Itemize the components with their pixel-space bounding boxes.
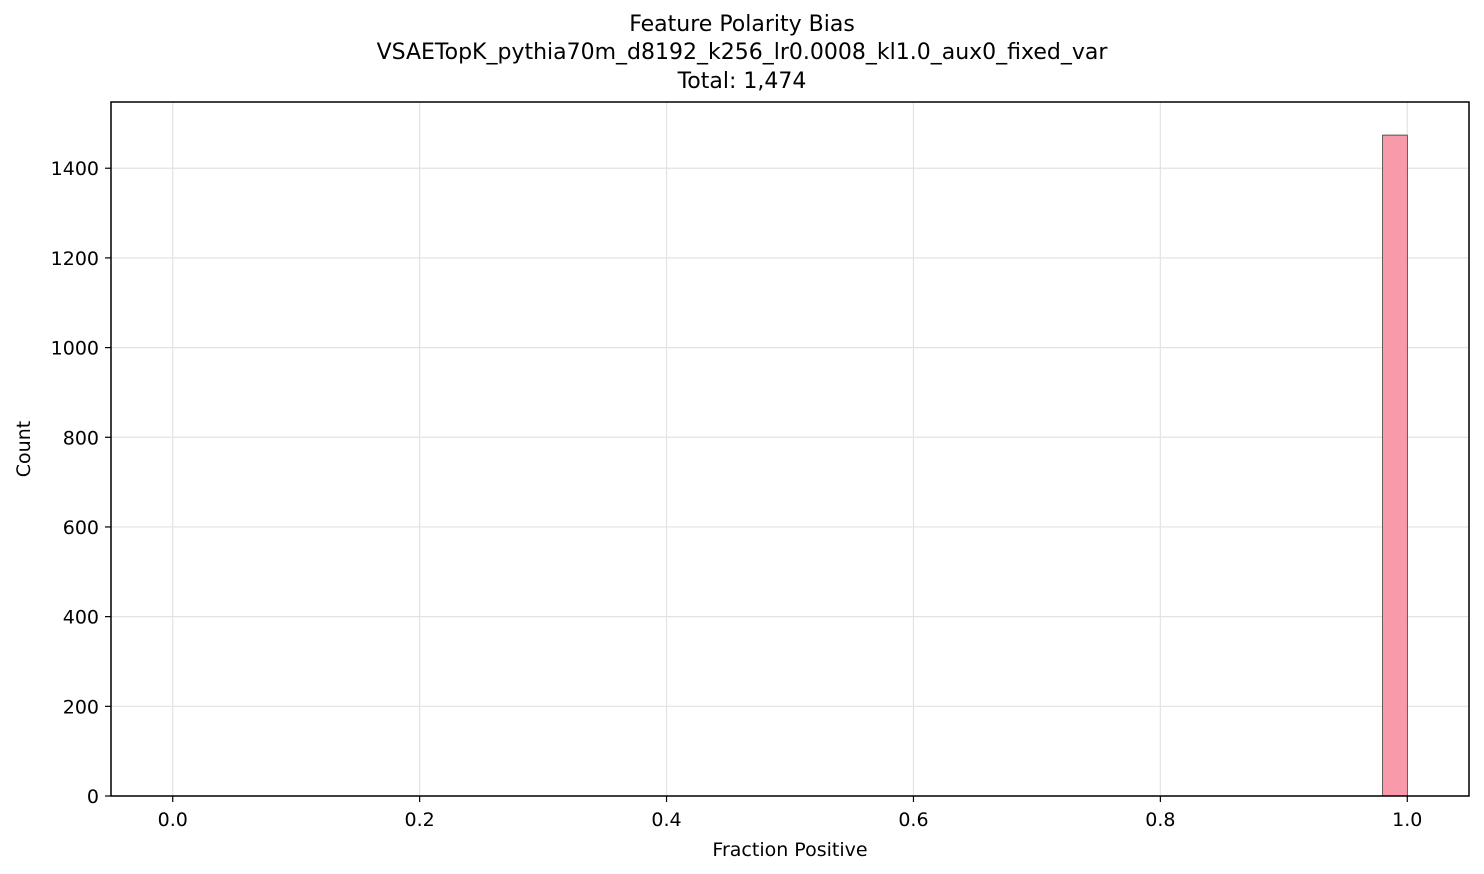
x-tick-label: 0.8 — [1145, 809, 1175, 831]
y-tick-label: 1000 — [51, 338, 99, 360]
grid-lines — [111, 102, 1469, 797]
x-tick-label: 0.0 — [158, 809, 188, 831]
y-tick-label: 1400 — [51, 158, 99, 180]
y-tick-label: 800 — [63, 427, 99, 449]
x-tick-label: 0.4 — [651, 809, 681, 831]
y-tick-label: 0 — [87, 786, 99, 808]
x-tick-label: 0.6 — [898, 809, 928, 831]
y-axis-label: Count — [13, 421, 35, 477]
x-axis-label: Fraction Positive — [712, 839, 867, 861]
histogram-bars — [1382, 134, 1408, 797]
y-tick-label: 600 — [63, 517, 99, 539]
chart-title: Feature Polarity Bias — [629, 12, 855, 37]
chart-subtitle: VSAETopK_pythia70m_d8192_k256_lr0.0008_k… — [376, 40, 1108, 65]
y-tick-label: 1200 — [51, 248, 99, 270]
histogram-bar — [1382, 134, 1408, 797]
plot-frame — [110, 101, 1470, 797]
y-tick-label: 200 — [63, 696, 99, 718]
x-tick-label: 0.2 — [405, 809, 435, 831]
x-tick-label: 1.0 — [1392, 809, 1422, 831]
axis-ticks: 0.0 0.2 0.4 0.6 0.8 1.0 0 200 400 600 800 1000 1200 1… — [51, 158, 1423, 831]
y-tick-label: 400 — [63, 607, 99, 629]
chart-total: Total: 1,474 — [677, 69, 807, 94]
